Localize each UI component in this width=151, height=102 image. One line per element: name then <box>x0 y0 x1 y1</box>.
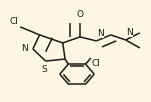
Text: N: N <box>126 28 133 37</box>
Text: Cl: Cl <box>92 59 100 68</box>
Text: S: S <box>41 65 47 74</box>
Text: Cl: Cl <box>9 17 18 26</box>
Text: N: N <box>97 29 104 38</box>
Text: N: N <box>22 44 28 53</box>
Text: O: O <box>77 10 84 19</box>
